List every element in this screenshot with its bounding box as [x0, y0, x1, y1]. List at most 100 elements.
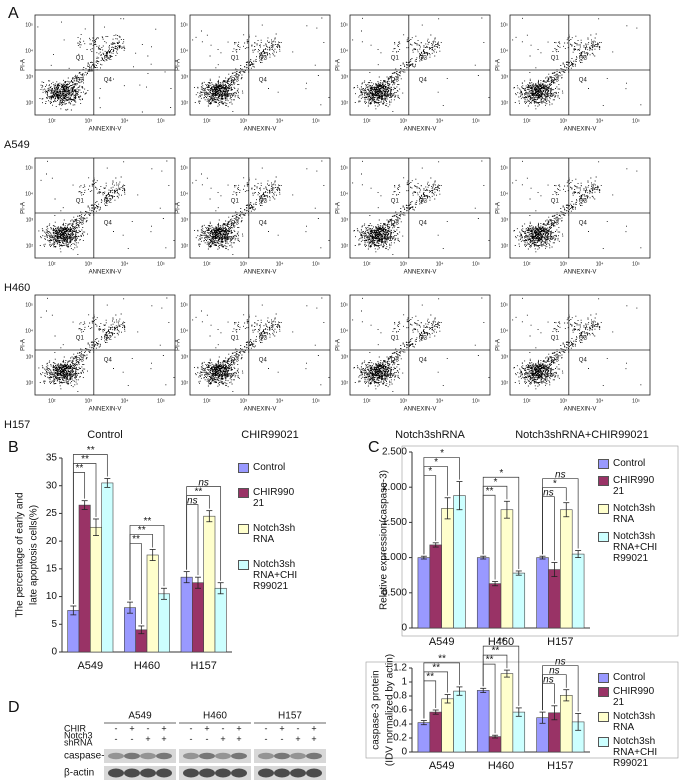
significance-bracket — [186, 486, 222, 581]
y-tick-label: 0.8 — [393, 691, 407, 702]
blot-band — [231, 768, 247, 778]
bar — [512, 572, 526, 629]
x-tick-label: 10⁴ — [596, 118, 604, 124]
legend-swatch — [598, 687, 609, 697]
x-tick-label: 10³ — [560, 261, 568, 267]
x-tick-label: 10⁴ — [596, 398, 604, 404]
column-label: CHIR99021 — [241, 429, 298, 441]
quadrant-label: Q4 — [259, 358, 268, 364]
significance-label: ns — [549, 665, 560, 676]
legend-swatch — [238, 560, 249, 570]
quadrant-label: Q4 — [104, 358, 113, 364]
quadrant-label: Q3 — [551, 221, 560, 227]
blot-band — [215, 752, 231, 760]
blot-band — [156, 768, 172, 778]
quadrant-label: Q3 — [76, 221, 85, 227]
x-tick-label: 10² — [523, 261, 531, 267]
y-tick-label: 10³ — [181, 354, 189, 360]
blot-sign: - — [222, 723, 225, 733]
legend: Control CHIR99021 Notch3shRNA Notch3shRNA+C… — [238, 462, 299, 606]
legend-swatch — [598, 459, 609, 469]
chart-frame — [401, 445, 679, 637]
cell-events — [352, 297, 490, 392]
y-tick-label: 10⁴ — [25, 48, 33, 54]
cell-events — [37, 18, 172, 113]
legend-item: Control — [598, 672, 659, 683]
blot-band-label: β-actin — [64, 768, 94, 779]
y-tick-label: 10² — [181, 380, 189, 386]
blot-band — [108, 752, 124, 760]
y-tick-label: 10⁵ — [340, 302, 348, 308]
blot-sign: + — [295, 734, 300, 744]
error-bar — [503, 669, 510, 678]
quadrant-label: Q2 — [579, 56, 588, 62]
blot-sign: + — [236, 734, 241, 744]
bar — [441, 698, 454, 753]
quadrant-label: Q4 — [259, 221, 268, 227]
error-bar — [138, 625, 145, 635]
x-axis-label: ANNEXIN-V — [564, 127, 597, 133]
y-tick-label: 20 — [46, 536, 58, 547]
legend-label: Control — [613, 458, 646, 469]
y-axis-label: Relative expression(caspase-3) — [379, 470, 390, 610]
quadrant-label: Q3 — [551, 358, 560, 364]
y-tick-label: 10³ — [181, 74, 189, 80]
y-axis-label: caspase-3 protein — [371, 670, 382, 750]
x-tick-label: 10³ — [85, 118, 93, 124]
y-tick-label: 1.500 — [382, 517, 407, 528]
significance-label: ** — [491, 646, 500, 657]
error-bar — [563, 502, 570, 518]
blot-sign: + — [161, 723, 166, 733]
quadrant-label: Q1 — [391, 56, 400, 62]
error-bar — [503, 500, 510, 519]
x-tick-label: H460 — [488, 636, 514, 648]
legend-label: CHIR99021 — [613, 475, 655, 497]
x-tick-label: 10⁵ — [472, 118, 480, 124]
significance-label: * — [440, 448, 445, 459]
blot-sign: + — [311, 734, 316, 744]
blot-group-label: A549 — [128, 711, 152, 722]
error-bar — [575, 713, 582, 731]
x-tick-label: 10³ — [400, 261, 408, 267]
y-tick-label: 10³ — [341, 74, 349, 80]
bar — [453, 495, 466, 629]
quadrant-label: Q3 — [76, 358, 85, 364]
y-axis-label: PI-A — [336, 59, 342, 71]
bar — [476, 690, 490, 753]
y-tick-label: 30 — [46, 480, 58, 491]
y-tick-label: 0 — [401, 623, 407, 634]
blot-band — [274, 768, 290, 778]
bar — [158, 593, 170, 653]
quadrant-label: Q4 — [579, 221, 588, 227]
bar — [512, 711, 526, 753]
y-tick-label: 10³ — [501, 74, 509, 80]
error-bar — [444, 694, 451, 704]
y-axis-label: PI-A — [21, 202, 27, 214]
y-tick-label: 10⁴ — [180, 328, 188, 334]
quadrant-label: Q2 — [579, 336, 588, 342]
bar — [203, 515, 216, 653]
significance-label: ns — [543, 487, 554, 498]
error-bar — [515, 707, 522, 717]
plot-frame — [34, 294, 176, 396]
error-bar — [456, 686, 463, 696]
legend-label: Control — [613, 672, 646, 683]
x-axis-label: ANNEXIN-V — [244, 127, 277, 133]
significance-bracket — [482, 476, 520, 569]
blot-sign: - — [131, 734, 134, 744]
y-tick-label: 10⁴ — [340, 191, 348, 197]
y-tick-label: 10⁵ — [340, 22, 348, 28]
significance-bracket — [129, 525, 165, 601]
x-tick-label: A549 — [429, 760, 455, 772]
x-tick-label: 10⁴ — [121, 261, 129, 267]
cell-events — [512, 160, 642, 253]
significance-bracket — [423, 475, 437, 555]
y-tick-label: 10³ — [26, 354, 34, 360]
y-tick-label: 10² — [26, 100, 34, 106]
legend-item: Control — [238, 462, 299, 473]
error-bar — [104, 478, 111, 488]
blot-band — [140, 768, 156, 778]
column-label: Notch3shRNA+CHIR99021 — [515, 429, 649, 441]
quadrant-label: Q3 — [551, 78, 560, 84]
